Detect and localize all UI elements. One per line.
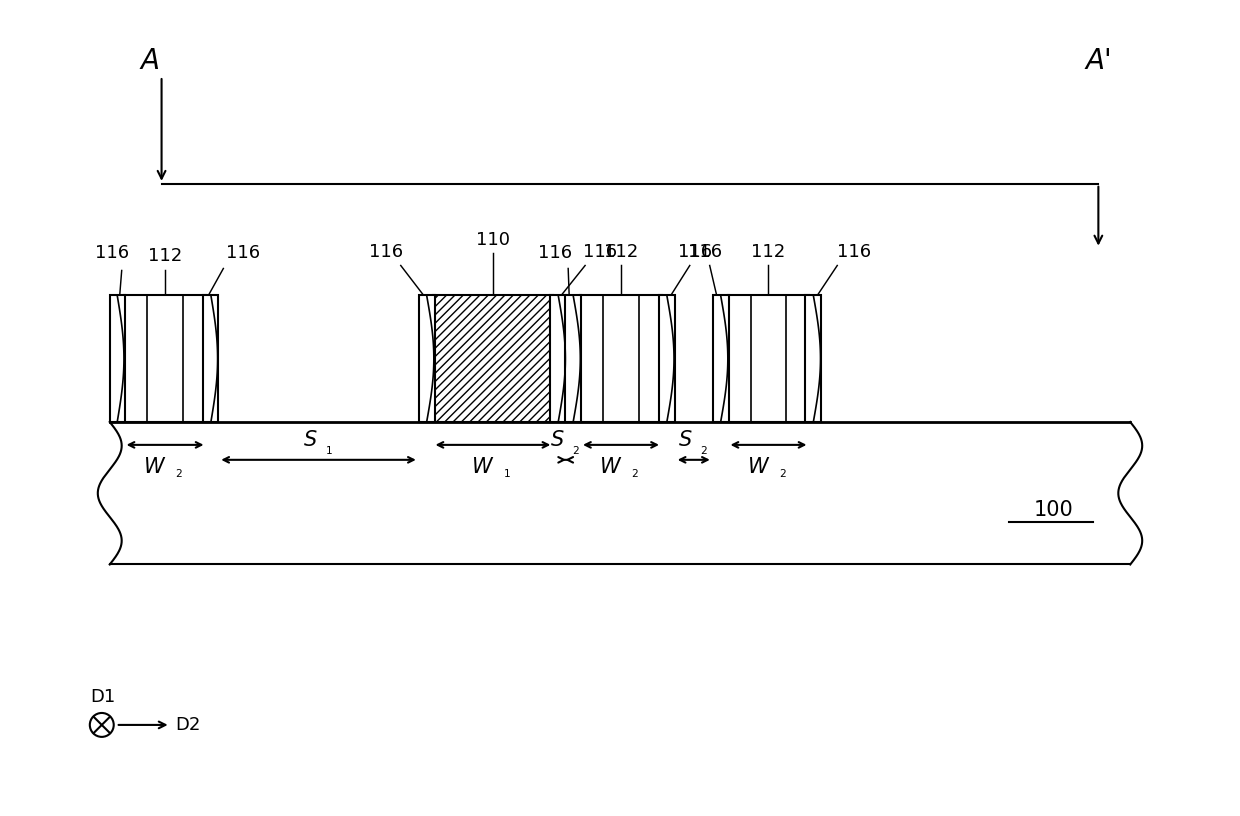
Text: 116: 116: [94, 245, 129, 263]
Text: 112: 112: [604, 242, 639, 260]
Bar: [580, 295, 662, 422]
Bar: [805, 295, 821, 422]
Text: $_2$: $_2$: [699, 441, 708, 457]
Text: 116: 116: [678, 242, 712, 260]
Text: $S$: $S$: [551, 430, 565, 450]
Text: $W$: $W$: [471, 457, 495, 477]
Text: 116: 116: [688, 242, 722, 260]
Text: 100: 100: [1034, 499, 1074, 520]
Text: $_2$: $_2$: [779, 465, 786, 480]
Text: $_1$: $_1$: [503, 465, 511, 480]
Text: $_2$: $_2$: [175, 465, 184, 480]
Text: $_2$: $_2$: [631, 465, 639, 480]
Text: 116: 116: [837, 242, 872, 260]
Text: 116: 116: [368, 242, 403, 260]
Bar: [713, 295, 729, 422]
Text: 112: 112: [148, 247, 182, 265]
Bar: [124, 295, 206, 422]
Text: $W$: $W$: [746, 457, 770, 477]
Text: $W$: $W$: [144, 457, 166, 477]
Bar: [433, 295, 553, 422]
Text: 116: 116: [583, 242, 618, 260]
Bar: [203, 295, 218, 422]
Text: D2: D2: [176, 716, 201, 734]
Text: $S$: $S$: [678, 430, 693, 450]
Bar: [728, 295, 810, 422]
Text: D1: D1: [89, 688, 115, 706]
Text: A': A': [1085, 47, 1112, 75]
Text: 110: 110: [476, 231, 510, 249]
Bar: [110, 295, 125, 422]
Bar: [658, 295, 675, 422]
Text: $_2$: $_2$: [572, 441, 579, 457]
Bar: [565, 295, 582, 422]
Text: $_1$: $_1$: [325, 441, 332, 457]
Text: 116: 116: [226, 245, 260, 263]
Bar: [419, 295, 435, 422]
Bar: [551, 295, 567, 422]
Text: $S$: $S$: [304, 430, 317, 450]
Text: A: A: [140, 47, 159, 75]
Text: $W$: $W$: [599, 457, 622, 477]
Text: 112: 112: [751, 242, 786, 260]
Text: 116: 116: [538, 245, 573, 263]
